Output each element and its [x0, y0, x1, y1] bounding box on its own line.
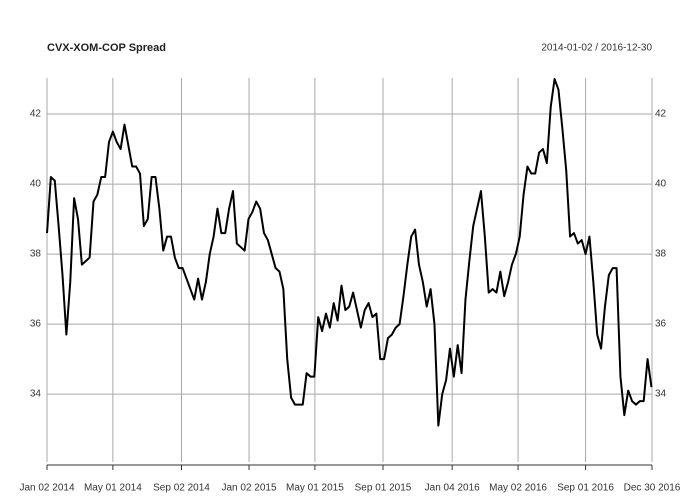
x-tick-label: Dec 30 2016: [624, 483, 681, 494]
x-tick-label: Jan 02 2015: [222, 483, 277, 494]
series-line: [46, 78, 653, 427]
y-tick-label-right: 42: [655, 109, 667, 120]
chart-title: CVX-XOM-COP Spread: [47, 42, 166, 54]
y-tick-label: 38: [30, 249, 42, 260]
x-tick-label: May 02 2016: [489, 483, 547, 494]
chart-subtitle: 2014-01-02 / 2016-12-30: [541, 43, 652, 54]
x-tick-label: Sep 01 2016: [557, 483, 614, 494]
x-tick-label: Jan 04 2016: [425, 483, 480, 494]
y-tick-label-right: 38: [655, 249, 667, 260]
y-tick-label-right: 36: [655, 319, 667, 330]
x-tick-label: Sep 01 2015: [355, 483, 412, 494]
x-tick-label: May 01 2014: [84, 483, 142, 494]
y-tick-label: 34: [30, 389, 42, 400]
y-tick-label-right: 40: [655, 179, 667, 190]
x-tick-label: Jan 02 2014: [19, 483, 74, 494]
y-tick-label: 42: [30, 109, 42, 120]
x-tick-label: Sep 02 2014: [153, 483, 210, 494]
y-tick-label-right: 34: [655, 389, 667, 400]
x-tick-label: May 01 2015: [286, 483, 344, 494]
y-tick-label: 40: [30, 179, 42, 190]
y-tick-label: 36: [30, 319, 42, 330]
